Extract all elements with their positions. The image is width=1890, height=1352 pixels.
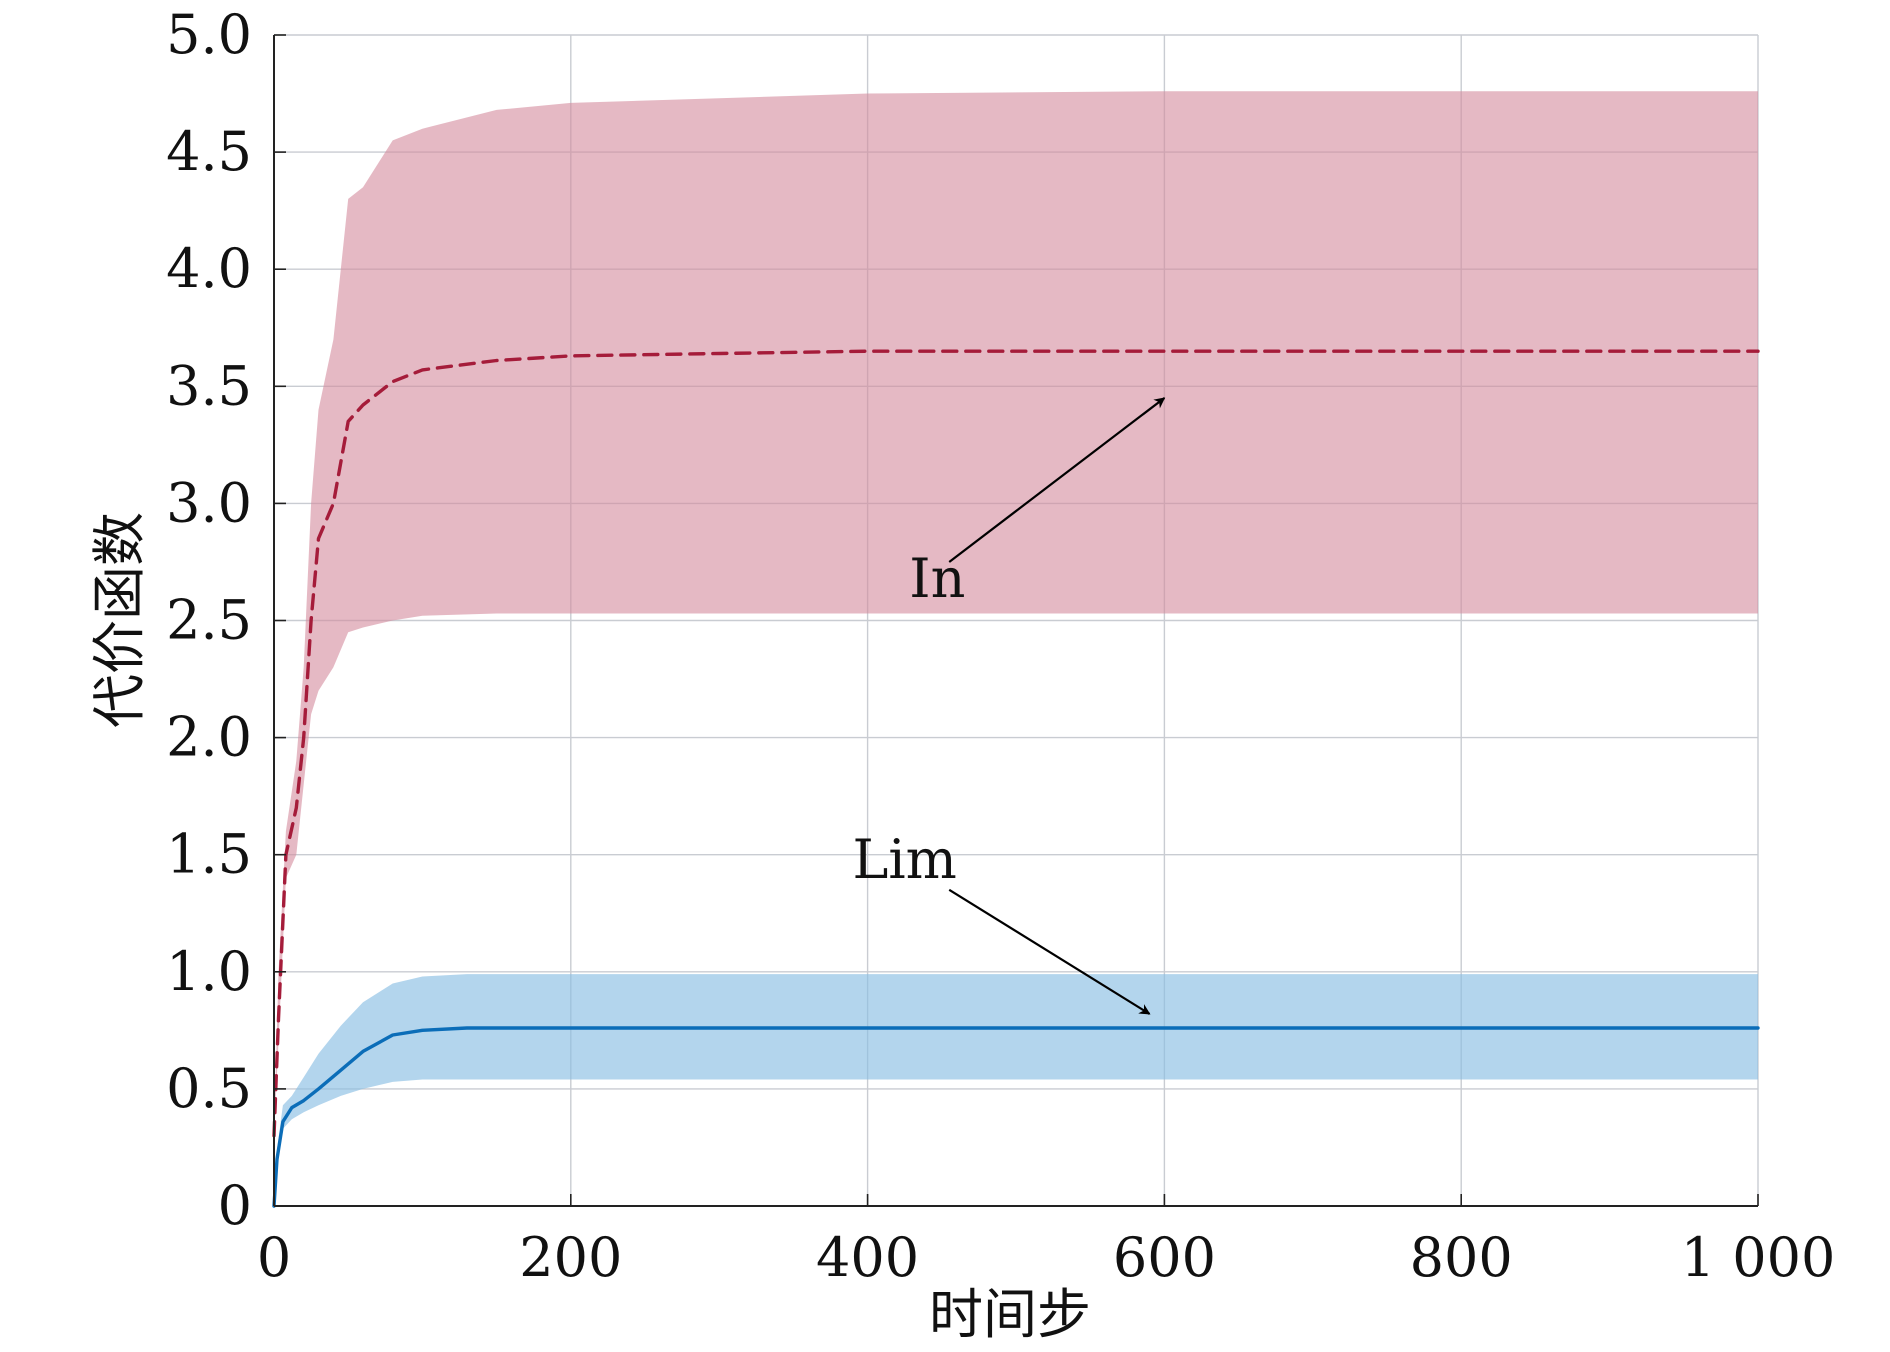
y-tick-label: 0.5: [166, 1057, 252, 1120]
x-tick-label: 1 000: [1681, 1226, 1836, 1289]
y-tick-label: 2.5: [166, 589, 252, 652]
tick-labels: 0 200 400 600 800 1 000 0 0.5 1.0 1.5 2.0 2.5 3.0 3.5…: [166, 3, 1835, 1289]
x-tick-label: 200: [519, 1226, 622, 1289]
confidence-bands: [274, 91, 1758, 1206]
y-axis-title: 代价函数: [88, 512, 151, 728]
series-lines: [272, 349, 1760, 1208]
y-tick-label: 5.0: [166, 3, 252, 66]
band-lim: [274, 974, 1758, 1206]
annotations: In Lim: [853, 397, 1166, 1015]
annotation-label-in: In: [909, 547, 965, 610]
annotation-label-lim: Lim: [853, 828, 957, 891]
y-tick-label: 0: [218, 1174, 252, 1237]
y-tick-label: 2.0: [166, 706, 252, 769]
annotation-arrow-in: [948, 397, 1166, 563]
x-tick-label: 800: [1410, 1226, 1513, 1289]
line-in: [272, 349, 1760, 1138]
x-axis-title: 时间步: [929, 1283, 1091, 1346]
x-tick-label: 400: [816, 1226, 919, 1289]
x-tick-label: 600: [1113, 1226, 1216, 1289]
line-lim: [272, 1026, 1760, 1208]
y-tick-label: 4.0: [166, 237, 252, 300]
y-tick-label: 3.0: [166, 471, 252, 534]
x-tick-label: 0: [257, 1226, 291, 1289]
y-tick-label: 4.5: [166, 120, 252, 183]
y-tick-label: 1.0: [166, 940, 252, 1003]
y-tick-label: 1.5: [166, 823, 252, 886]
annotation-arrow-lim: [948, 888, 1151, 1015]
axes: [273, 34, 1759, 1207]
y-tick-label: 3.5: [166, 354, 252, 417]
